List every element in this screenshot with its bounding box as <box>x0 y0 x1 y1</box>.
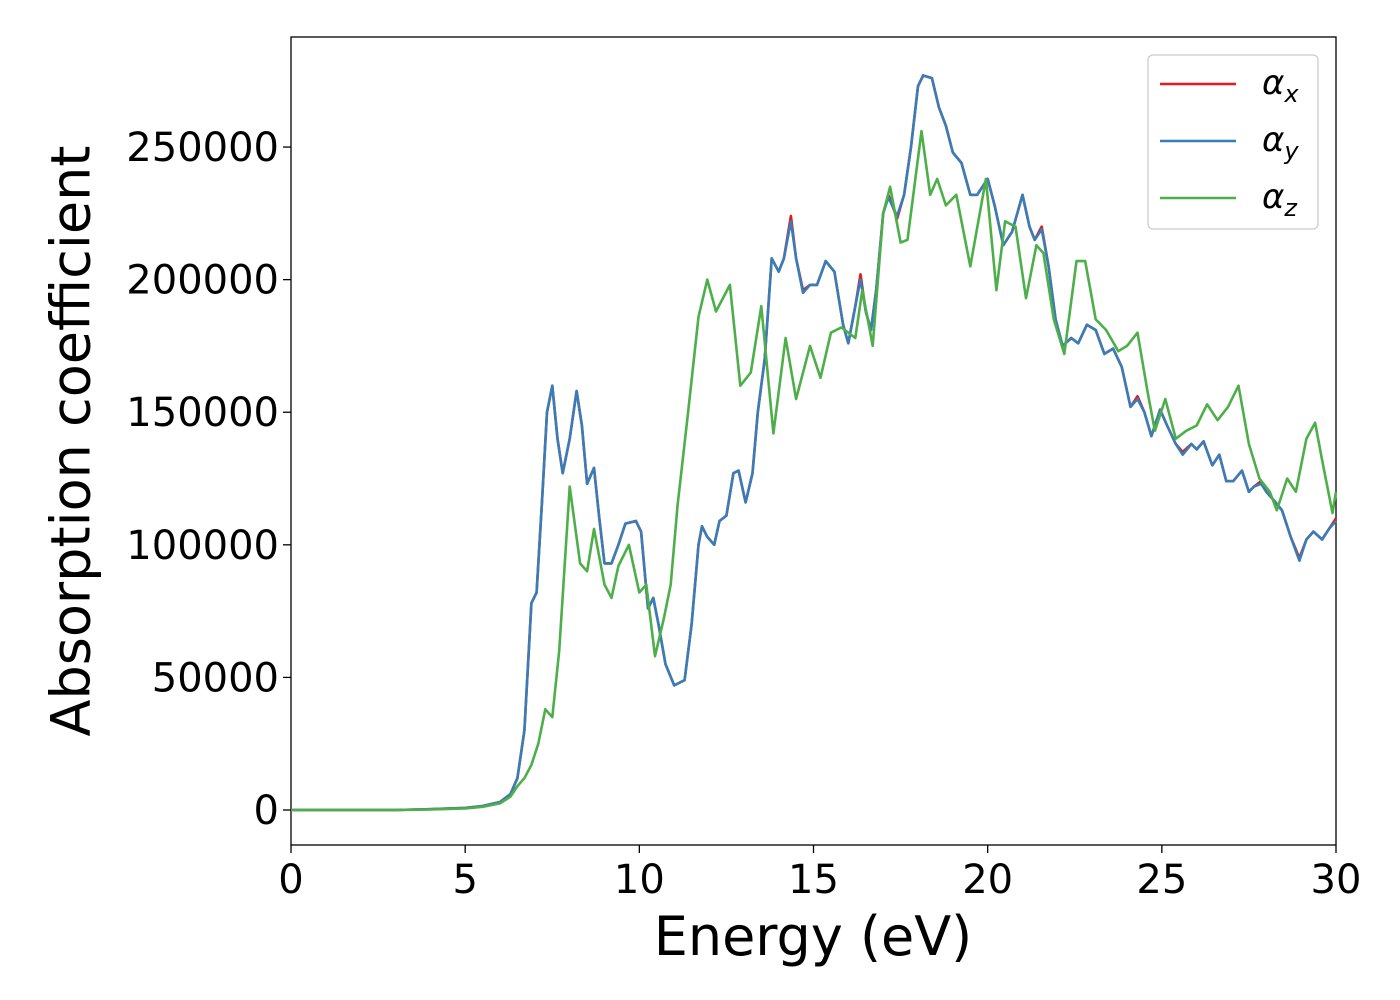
y-tick-label: 150000 <box>126 390 279 436</box>
data-line <box>291 129 1338 812</box>
y-tick-label: 0 <box>254 788 279 834</box>
x-tick-label: 5 <box>452 857 477 903</box>
legend-label: αx <box>1262 63 1299 108</box>
x-tick-label: 15 <box>788 857 839 903</box>
y-axis-label: Absorption coefficient <box>40 146 103 737</box>
y-tick-label: 250000 <box>126 125 279 171</box>
y-tick-label: 50000 <box>152 655 279 701</box>
x-tick-label: 0 <box>278 857 303 903</box>
x-axis-label: Energy (eV) <box>654 905 973 968</box>
legend-label: αz <box>1262 177 1298 222</box>
x-tick-label: 20 <box>962 857 1013 903</box>
x-tick-label: 10 <box>614 857 665 903</box>
x-tick-label: 25 <box>1136 857 1187 903</box>
y-tick-label: 100000 <box>126 523 279 569</box>
y-tick-label: 200000 <box>126 258 279 304</box>
legend-label: αy <box>1262 120 1299 165</box>
x-tick-label: 30 <box>1311 857 1362 903</box>
